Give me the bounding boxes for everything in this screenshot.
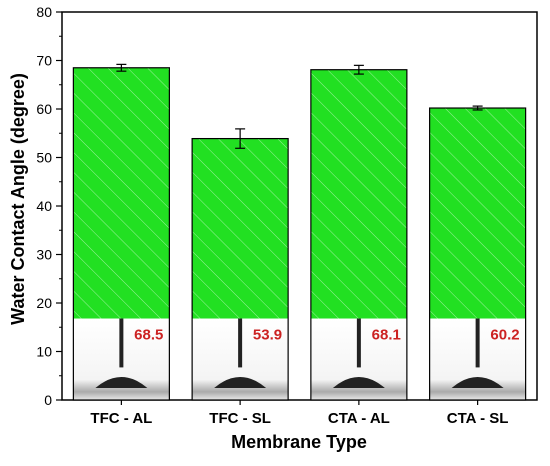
x-axis-label: Membrane Type (231, 432, 367, 452)
needle (475, 318, 480, 368)
y-tick-label: 40 (36, 198, 52, 214)
value-label: 53.9 (253, 327, 282, 344)
x-tick-label: CTA - AL (328, 410, 390, 427)
x-tick-label: TFC - AL (90, 410, 152, 427)
x-tick-label: CTA - SL (447, 410, 509, 427)
needle (238, 318, 243, 368)
y-tick-label: 70 (36, 53, 52, 69)
droplet (451, 377, 504, 388)
y-axis-label: Water Contact Angle (degree) (8, 73, 28, 325)
needle (356, 318, 361, 368)
droplet (214, 377, 267, 388)
y-tick-label: 80 (36, 4, 52, 20)
y-tick-label: 0 (44, 392, 52, 408)
needle (119, 318, 124, 368)
y-tick-label: 10 (36, 344, 52, 360)
y-tick-label: 50 (36, 150, 52, 166)
value-label: 68.1 (372, 327, 401, 344)
droplet (332, 377, 385, 388)
x-tick-label: TFC - SL (209, 410, 271, 427)
value-label: 60.2 (490, 327, 519, 344)
y-tick-label: 30 (36, 247, 52, 263)
y-tick-label: 20 (36, 295, 52, 311)
value-label: 68.5 (134, 327, 163, 344)
droplet (95, 377, 148, 388)
y-tick-label: 60 (36, 101, 52, 117)
